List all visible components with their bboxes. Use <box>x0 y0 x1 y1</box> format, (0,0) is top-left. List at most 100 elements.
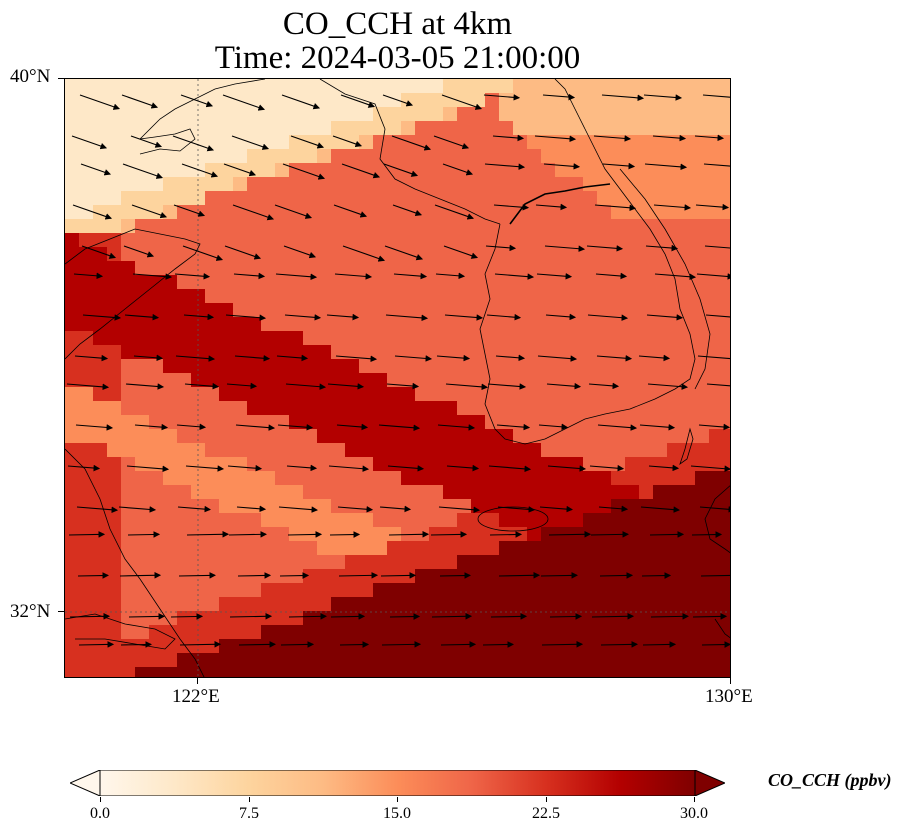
wind-vectors <box>66 93 730 648</box>
field-cell <box>121 247 136 262</box>
field-cell <box>429 233 444 248</box>
wind-arrow <box>133 354 164 362</box>
field-cell <box>611 569 626 584</box>
field-cell <box>149 317 164 332</box>
field-cell <box>373 611 388 626</box>
field-cell <box>79 485 94 500</box>
field-cell <box>331 135 346 150</box>
field-cell <box>359 597 374 612</box>
field-cell <box>653 121 668 136</box>
field-cell <box>289 135 304 150</box>
field-cell <box>415 513 430 528</box>
field-cell <box>261 667 276 677</box>
field-cell <box>359 429 374 444</box>
field-cell <box>261 387 276 402</box>
field-cell <box>275 667 290 677</box>
wind-arrow <box>639 423 676 431</box>
field-cell <box>443 597 458 612</box>
field-cell <box>387 611 402 626</box>
field-cell <box>261 639 276 654</box>
wind-arrow <box>638 354 671 362</box>
field-cell <box>499 121 514 136</box>
field-cell <box>135 149 150 164</box>
field-cell <box>429 611 444 626</box>
field-cell <box>415 597 430 612</box>
field-cell <box>499 583 514 598</box>
field-cell <box>513 555 528 570</box>
field-cell <box>583 205 598 220</box>
field-cell <box>443 373 458 388</box>
field-cell <box>191 611 206 626</box>
field-cell <box>709 513 724 528</box>
field-cell <box>485 205 500 220</box>
wind-arrow <box>224 245 262 260</box>
field-cell <box>135 513 150 528</box>
field-cell <box>709 555 724 570</box>
wind-arrow <box>82 314 122 321</box>
wind-arrow <box>646 314 684 321</box>
field-cell <box>121 345 136 360</box>
field-cell <box>681 583 696 598</box>
field-cell <box>597 597 612 612</box>
field-cell <box>345 205 360 220</box>
field-cell <box>345 611 360 626</box>
field-cell <box>93 275 108 290</box>
field-cell <box>653 513 668 528</box>
field-cell <box>485 457 500 472</box>
colorbar-extend-low <box>68 769 101 797</box>
field-cell <box>79 457 94 472</box>
field-cell <box>513 331 528 346</box>
field-cell <box>499 275 514 290</box>
field-cell <box>247 597 262 612</box>
field-cell <box>639 639 654 654</box>
field-cell <box>639 177 654 192</box>
field-cell <box>303 359 318 374</box>
lat-tick-40n <box>58 78 64 79</box>
field-cell <box>317 471 332 486</box>
field-cell <box>401 429 416 444</box>
wind-arrow <box>642 641 677 648</box>
field-cell <box>247 261 262 276</box>
field-cell <box>597 653 612 668</box>
coastline-liaodong <box>139 79 266 140</box>
field-cell <box>219 667 234 677</box>
field-cell <box>569 233 584 248</box>
field-cell <box>527 219 542 234</box>
field-cell <box>107 135 122 150</box>
field-cell <box>107 653 122 668</box>
field-cell <box>443 401 458 416</box>
field-cell <box>429 219 444 234</box>
wind-arrow <box>485 244 517 252</box>
field-cell <box>373 625 388 640</box>
wind-arrow <box>483 94 521 101</box>
field-cell <box>695 625 710 640</box>
field-cell <box>597 555 612 570</box>
field-cell <box>709 345 724 360</box>
field-cell <box>261 261 276 276</box>
field-cell <box>471 261 486 276</box>
field-cell <box>723 275 730 290</box>
field-cell <box>583 191 598 206</box>
field-cell <box>443 149 458 164</box>
field-cell <box>233 275 248 290</box>
field-cell <box>177 317 192 332</box>
field-cell <box>289 247 304 262</box>
field-cell <box>303 583 318 598</box>
field-cell <box>471 471 486 486</box>
field-cell <box>625 597 640 612</box>
field-cell <box>457 93 472 108</box>
field-cell <box>709 79 724 94</box>
field-cell <box>415 107 430 122</box>
field-cell <box>625 135 640 150</box>
field-cell <box>345 121 360 136</box>
field-cell <box>233 261 248 276</box>
field-cell <box>667 219 682 234</box>
field-cell <box>79 359 94 374</box>
field-cell <box>107 457 122 472</box>
field-cell <box>373 331 388 346</box>
field-cell <box>247 219 262 234</box>
field-cell <box>583 471 598 486</box>
field-cell <box>681 611 696 626</box>
field-cell <box>513 443 528 458</box>
field-cell <box>625 247 640 262</box>
